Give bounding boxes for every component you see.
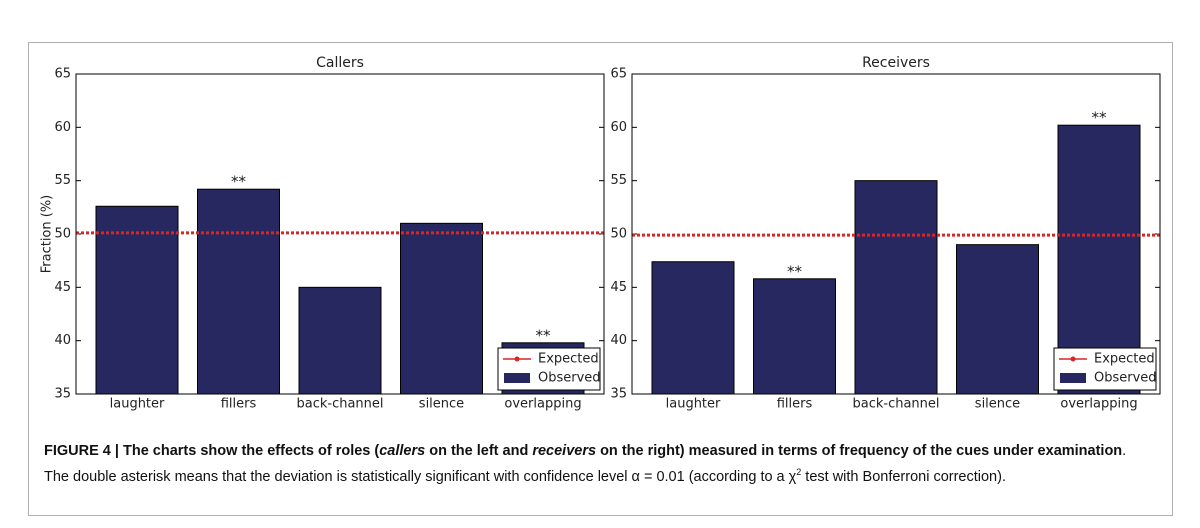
x-tick-label: overlapping xyxy=(1060,397,1137,412)
bar xyxy=(753,278,836,395)
y-tick-label: 50 xyxy=(54,227,71,242)
plot-frame xyxy=(75,73,605,395)
x-tick-label: overlapping xyxy=(504,397,581,412)
y-tick-label: 40 xyxy=(610,333,627,348)
legend-label: Observed xyxy=(538,371,601,386)
chart-title: Receivers xyxy=(862,55,930,71)
legend-swatch xyxy=(504,373,530,383)
y-tick-label: 65 xyxy=(610,67,627,82)
x-tick-label: laughter xyxy=(110,397,165,412)
legend-label: Expected xyxy=(538,352,599,367)
significance-mark: ** xyxy=(536,326,552,344)
legend-swatch xyxy=(1060,373,1086,383)
x-tick-label: silence xyxy=(419,397,464,412)
y-tick-label: 40 xyxy=(54,333,71,348)
caption-text: callers xyxy=(379,443,426,459)
y-tick-label: 45 xyxy=(610,280,627,295)
caption-text: test with Bonferroni correction). xyxy=(801,468,1006,485)
chart-title: Callers xyxy=(316,55,364,71)
y-tick-label: 60 xyxy=(54,120,71,135)
x-tick-label: fillers xyxy=(777,397,813,412)
caption-text: The charts show the effects of roles ( xyxy=(123,443,380,459)
y-tick-label: 45 xyxy=(54,280,71,295)
x-tick-label: fillers xyxy=(221,397,257,412)
caption-text: on the left and xyxy=(425,443,533,459)
caption-text: 2 xyxy=(796,467,802,477)
x-tick-label: silence xyxy=(975,397,1020,412)
figure-caption: FIGURE 4 | The charts show the effects o… xyxy=(44,441,1154,488)
bar xyxy=(956,244,1039,395)
y-tick-label: 65 xyxy=(54,67,71,82)
y-axis-label: Fraction (%) xyxy=(40,195,55,274)
caption-text: receivers xyxy=(532,443,597,459)
y-tick-label: 60 xyxy=(610,120,627,135)
legend-label: Expected xyxy=(1094,352,1155,367)
bar xyxy=(651,261,735,395)
bar xyxy=(400,222,483,395)
legend-swatch xyxy=(514,356,520,362)
caption-text: on the right) measured in terms of frequ… xyxy=(596,443,1123,459)
plot-frame xyxy=(631,73,1161,395)
x-tick-label: laughter xyxy=(666,397,721,412)
figure-frame xyxy=(28,42,1173,516)
y-tick-label: 35 xyxy=(54,387,71,402)
significance-mark: ** xyxy=(787,262,803,280)
bar xyxy=(298,286,382,395)
caption-label: FIGURE 4 | xyxy=(44,443,123,459)
significance-mark: ** xyxy=(1092,109,1108,127)
y-tick-label: 50 xyxy=(610,227,627,242)
bar xyxy=(854,180,938,395)
x-tick-label: back-channel xyxy=(852,397,939,412)
caption-text: . The double asterisk means that the dev… xyxy=(44,443,1127,485)
legend-label: Observed xyxy=(1094,371,1157,386)
significance-mark: ** xyxy=(231,173,247,191)
legend-swatch xyxy=(1070,356,1076,362)
y-tick-label: 55 xyxy=(610,173,627,188)
y-tick-label: 55 xyxy=(54,173,71,188)
bar xyxy=(95,205,179,395)
bar xyxy=(197,188,280,395)
y-tick-label: 35 xyxy=(610,387,627,402)
charts: Callers Fraction (%) 35 40 45 50 55 60 65 laughte… xyxy=(40,55,1161,412)
x-tick-label: back-channel xyxy=(296,397,383,412)
